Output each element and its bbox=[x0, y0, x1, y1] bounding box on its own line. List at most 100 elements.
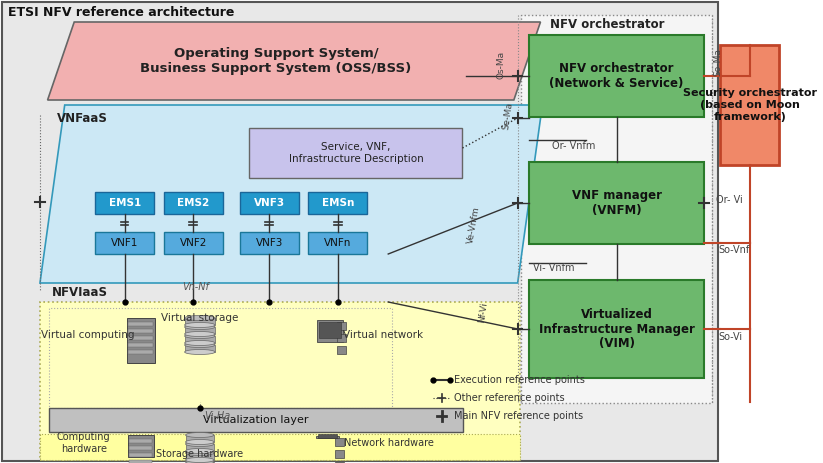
Bar bbox=[164, 192, 223, 214]
Ellipse shape bbox=[185, 442, 214, 446]
Text: Vi-Ha: Vi-Ha bbox=[205, 411, 230, 421]
Text: Se-Ma: Se-Ma bbox=[502, 102, 514, 131]
Bar bbox=[129, 439, 152, 443]
Bar bbox=[40, 302, 520, 460]
Text: VNFn: VNFn bbox=[324, 238, 351, 248]
Bar bbox=[129, 460, 152, 463]
Bar bbox=[95, 232, 154, 254]
Text: So-Vi: So-Vi bbox=[718, 332, 742, 342]
Ellipse shape bbox=[185, 449, 214, 453]
Text: Os-Ma: Os-Ma bbox=[497, 51, 506, 79]
Text: Virtualization layer: Virtualization layer bbox=[203, 415, 309, 425]
Bar bbox=[319, 322, 341, 338]
Ellipse shape bbox=[184, 332, 215, 337]
Bar bbox=[49, 408, 463, 432]
Bar bbox=[529, 280, 704, 378]
Ellipse shape bbox=[184, 350, 215, 355]
Bar bbox=[40, 434, 520, 460]
Ellipse shape bbox=[184, 333, 215, 338]
Bar bbox=[317, 320, 342, 342]
Bar bbox=[318, 434, 337, 438]
Text: Virtual network: Virtual network bbox=[342, 330, 423, 340]
Bar bbox=[309, 192, 367, 214]
Text: VNF2: VNF2 bbox=[179, 238, 207, 248]
Text: So-Ma: So-Ma bbox=[713, 48, 722, 76]
Bar bbox=[129, 453, 152, 457]
Text: Storage hardware: Storage hardware bbox=[156, 449, 244, 459]
Bar bbox=[184, 336, 215, 343]
Bar bbox=[239, 192, 299, 214]
Bar bbox=[335, 450, 345, 458]
Text: Virtual computing: Virtual computing bbox=[41, 330, 134, 340]
Bar bbox=[128, 435, 154, 457]
Bar bbox=[185, 453, 214, 460]
Bar bbox=[128, 350, 153, 354]
Bar bbox=[316, 436, 339, 438]
Text: Or- Vnfm: Or- Vnfm bbox=[552, 141, 595, 151]
Text: So-Vnf: So-Vnf bbox=[718, 245, 750, 255]
Bar bbox=[309, 232, 367, 254]
Bar bbox=[128, 343, 153, 347]
Bar bbox=[335, 438, 345, 446]
Bar bbox=[337, 334, 346, 342]
Text: Or- Vi: Or- Vi bbox=[715, 195, 742, 205]
Bar bbox=[337, 322, 346, 330]
Ellipse shape bbox=[184, 325, 215, 330]
Bar bbox=[128, 336, 153, 340]
Bar bbox=[184, 318, 215, 325]
Text: NFV orchestrator: NFV orchestrator bbox=[550, 19, 664, 31]
Text: VNF3: VNF3 bbox=[256, 238, 283, 248]
Polygon shape bbox=[48, 22, 541, 100]
Bar bbox=[184, 345, 215, 352]
Ellipse shape bbox=[185, 459, 214, 463]
Text: Network hardware: Network hardware bbox=[345, 438, 435, 448]
Text: VNF manager
(VNFM): VNF manager (VNFM) bbox=[572, 189, 662, 217]
Bar bbox=[185, 462, 214, 463]
Bar bbox=[95, 192, 154, 214]
Bar bbox=[720, 45, 779, 165]
Bar bbox=[337, 346, 346, 354]
Ellipse shape bbox=[184, 315, 215, 320]
Text: Computing
hardware: Computing hardware bbox=[57, 432, 110, 454]
Text: Virtualized
Infrastructure Manager
(VIM): Virtualized Infrastructure Manager (VIM) bbox=[539, 307, 695, 350]
Text: NFV orchestrator
(Network & Service): NFV orchestrator (Network & Service) bbox=[550, 62, 684, 90]
Bar bbox=[128, 329, 153, 333]
Bar bbox=[164, 232, 223, 254]
Text: Main NFV reference points: Main NFV reference points bbox=[454, 411, 583, 421]
Text: Nf-Vi: Nf-Vi bbox=[477, 301, 490, 323]
Ellipse shape bbox=[184, 343, 215, 348]
Text: VNF3: VNF3 bbox=[253, 198, 285, 208]
Bar bbox=[522, 15, 712, 403]
Bar bbox=[249, 128, 463, 178]
Ellipse shape bbox=[185, 439, 214, 444]
Bar bbox=[127, 318, 155, 363]
Text: VNFaaS: VNFaaS bbox=[57, 112, 108, 125]
Text: Vi- Vnfm: Vi- Vnfm bbox=[532, 263, 574, 273]
Text: Operating Support System/
Business Support System (OSS/BSS): Operating Support System/ Business Suppo… bbox=[141, 47, 411, 75]
Polygon shape bbox=[40, 105, 542, 283]
Bar bbox=[129, 446, 152, 450]
Ellipse shape bbox=[184, 323, 215, 327]
Text: EMSn: EMSn bbox=[322, 198, 354, 208]
Text: Virtual storage: Virtual storage bbox=[161, 313, 239, 323]
Bar bbox=[184, 327, 215, 334]
Bar bbox=[185, 444, 214, 451]
Bar bbox=[529, 35, 704, 117]
Ellipse shape bbox=[185, 432, 214, 438]
Text: Service, VNF,
Infrastructure Description: Service, VNF, Infrastructure Description bbox=[289, 142, 423, 164]
Text: ETSI NFV reference architecture: ETSI NFV reference architecture bbox=[7, 6, 234, 19]
Text: EMS1: EMS1 bbox=[109, 198, 141, 208]
Bar bbox=[128, 322, 153, 326]
Ellipse shape bbox=[185, 450, 214, 456]
Bar bbox=[185, 435, 214, 442]
Text: VNF1: VNF1 bbox=[111, 238, 138, 248]
Bar bbox=[49, 308, 392, 408]
Text: Execution reference points: Execution reference points bbox=[454, 375, 585, 385]
Bar bbox=[335, 462, 345, 463]
Bar bbox=[239, 232, 299, 254]
Text: Vn-Nf: Vn-Nf bbox=[183, 282, 210, 292]
Ellipse shape bbox=[185, 457, 214, 463]
Ellipse shape bbox=[184, 340, 215, 345]
Text: NFVIaaS: NFVIaaS bbox=[53, 287, 109, 300]
Text: Other reference points: Other reference points bbox=[454, 393, 565, 403]
